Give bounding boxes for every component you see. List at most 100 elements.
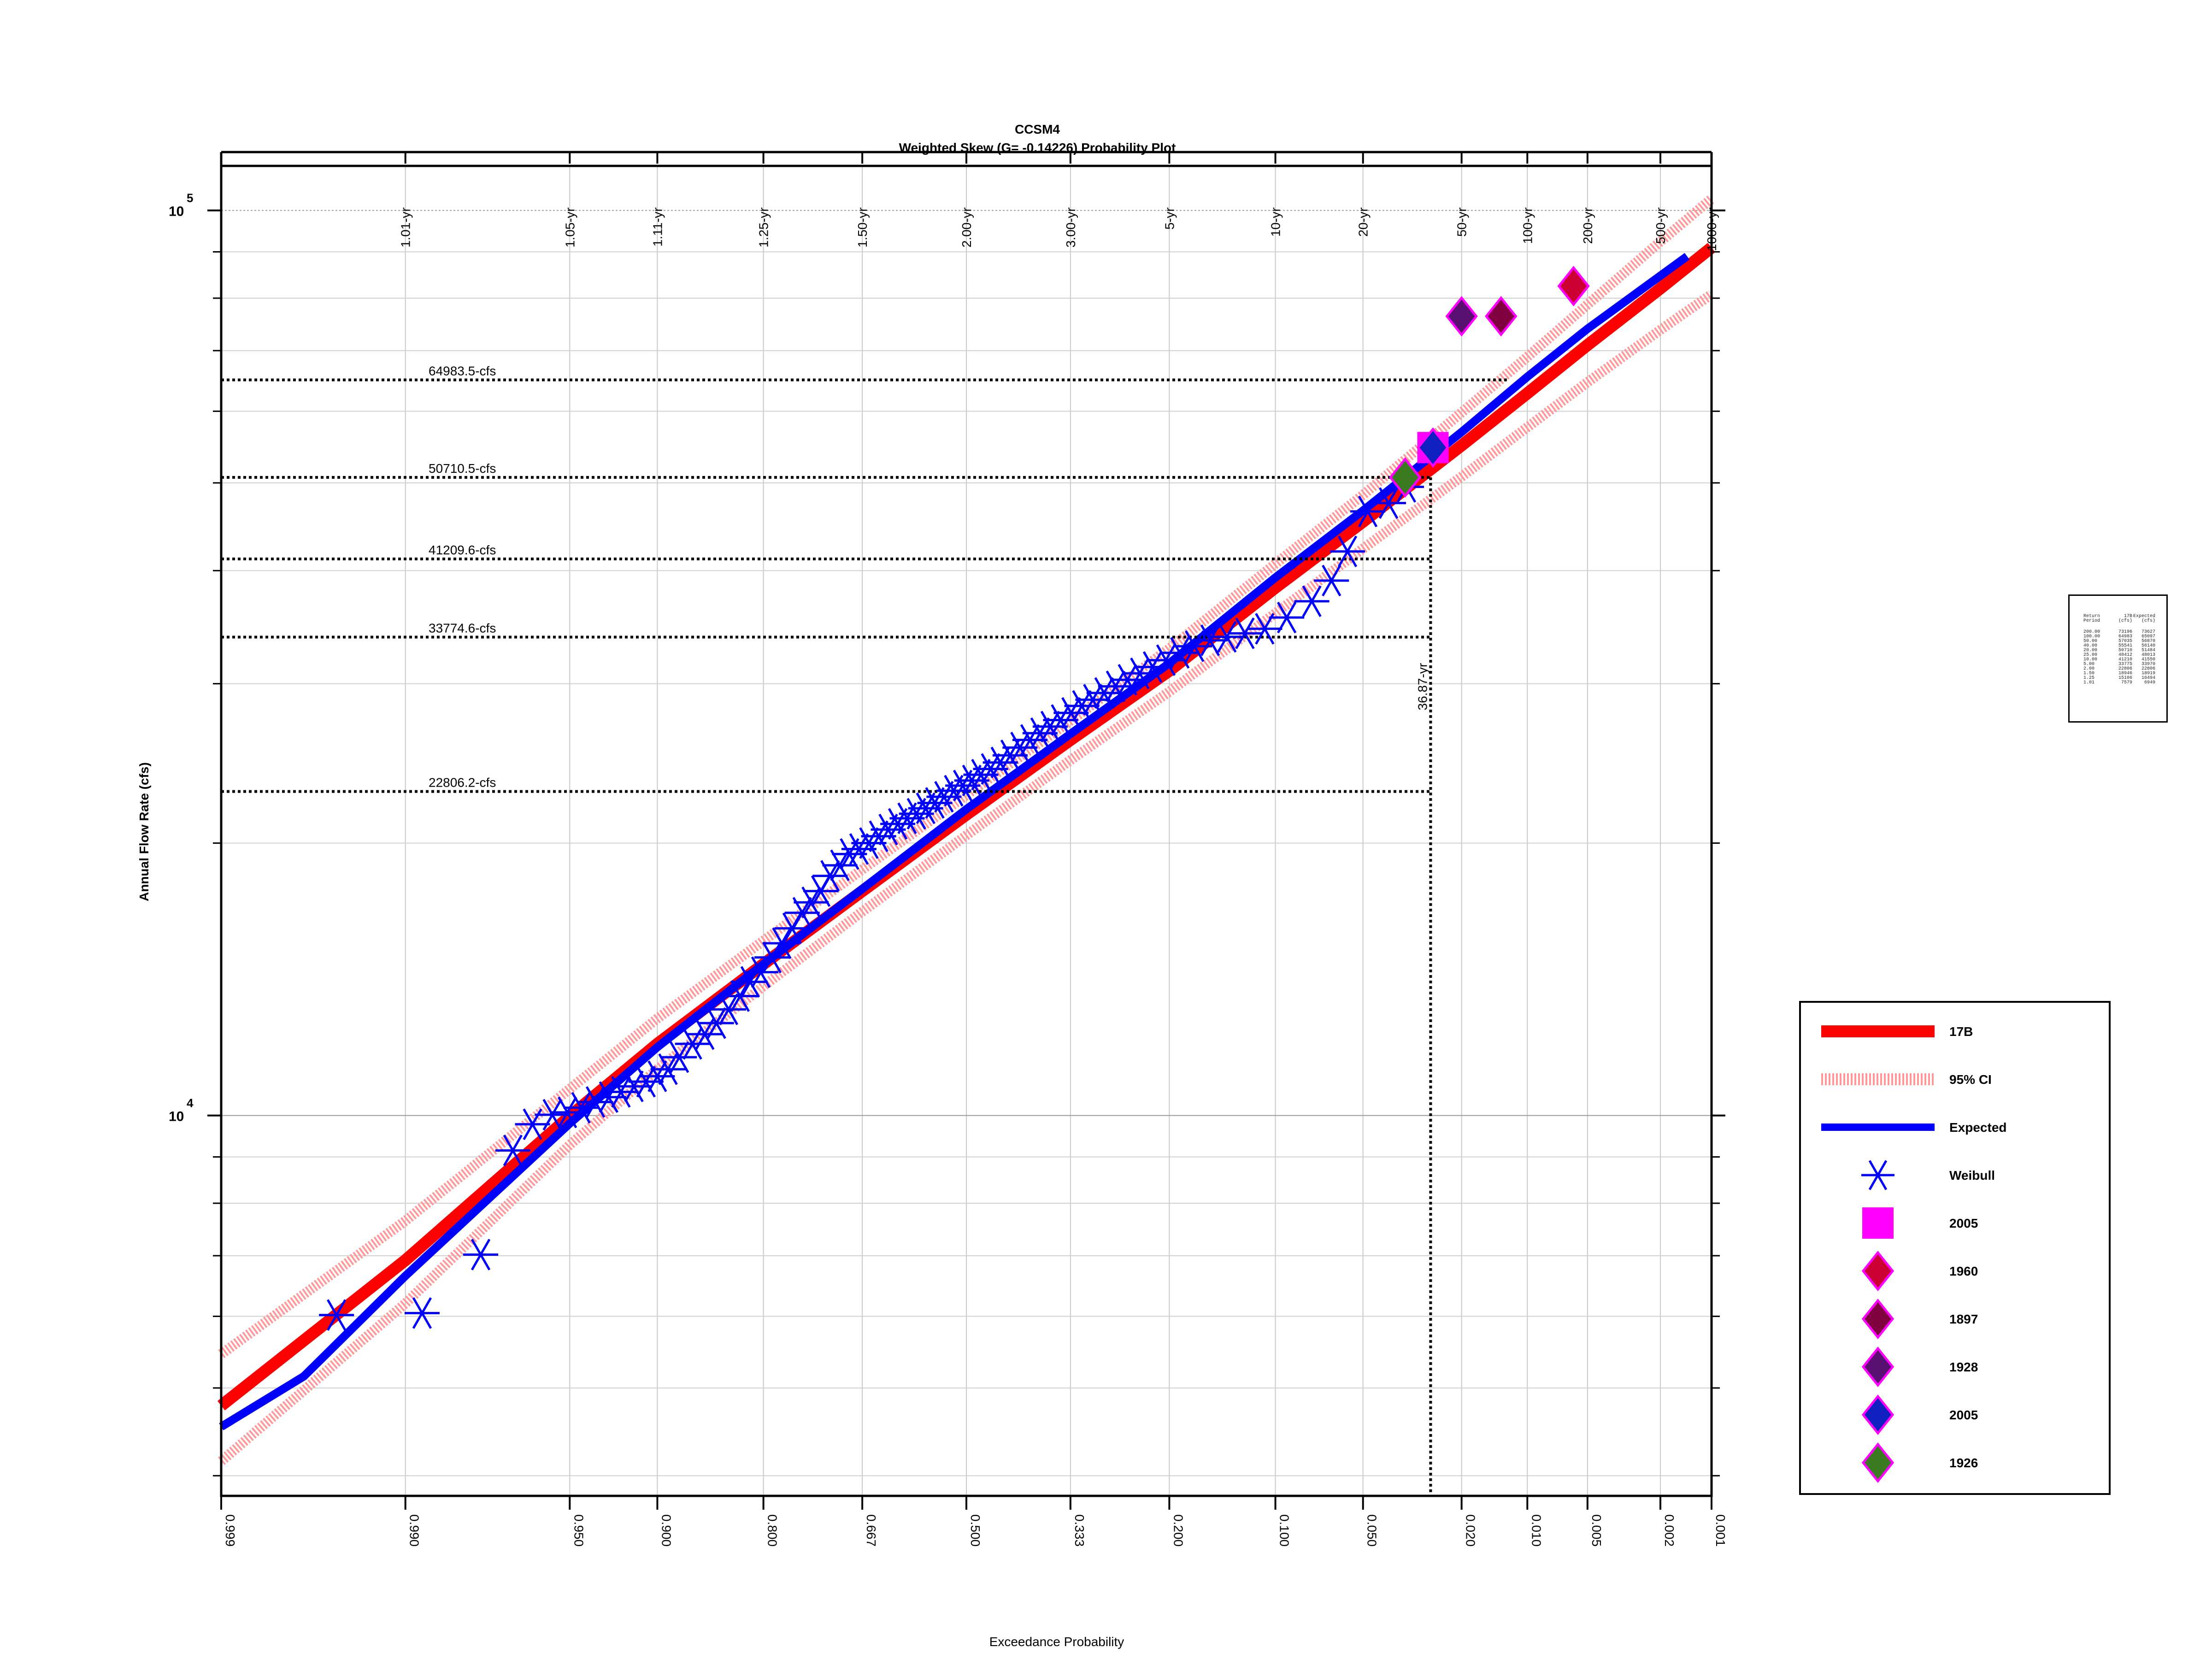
table-cell: 48412 <box>2118 653 2132 658</box>
x-tick-label: 0.990 <box>407 1514 422 1547</box>
x-axis-label: Exceedance Probability <box>989 1635 1124 1649</box>
table-cell: 5.00 <box>2083 662 2095 667</box>
weibull-point <box>1269 601 1305 634</box>
weibull-point <box>1075 684 1111 716</box>
weibull-point <box>628 1065 664 1098</box>
table-cell: 16494 <box>2141 676 2155 681</box>
table-cell: 7579 <box>2121 680 2132 685</box>
table-cell: 22806 <box>2141 666 2155 671</box>
weibull-point <box>1110 664 1145 696</box>
table-header: Return Period 17B (cfs) Expected (cfs) <box>2083 614 2161 624</box>
weibull-point <box>1371 487 1406 519</box>
weibull-point <box>1193 624 1228 656</box>
legend-swatch-square <box>1862 1207 1894 1239</box>
x-tick-label: 0.333 <box>1072 1514 1087 1547</box>
table-cell: 22806 <box>2118 666 2132 671</box>
weibull-point <box>616 1071 652 1102</box>
table-row: 40.00 55541 56140 <box>2083 644 2161 648</box>
weibull-point <box>754 941 790 973</box>
weibull-point <box>1064 690 1100 722</box>
table-cell: 56870 <box>2141 639 2155 644</box>
table-cell: 48013 <box>2141 653 2155 658</box>
weibull-point <box>711 994 746 1025</box>
weibull-point <box>591 1081 626 1113</box>
table-row: 200.00 73196 73627 <box>2083 630 2161 635</box>
grid-lines <box>221 166 1712 1496</box>
legend-swatch-diamond <box>1861 1346 1894 1388</box>
y-tick-label-exponent: 5 <box>187 191 193 205</box>
table-row: 25.00 48412 48013 <box>2083 653 2161 658</box>
table-cell: 200.00 <box>2083 629 2100 635</box>
return-period-label: 3.00-yr <box>1064 207 1078 247</box>
return-period-label: 500-yr <box>1653 207 1668 244</box>
table-cell: 40.00 <box>2083 643 2098 648</box>
x-tick-label: 0.500 <box>968 1514 982 1547</box>
return-period-label: 5-yr <box>1162 207 1177 229</box>
point-2005-diamond <box>1417 427 1449 468</box>
x-tick-label: 0.200 <box>1171 1514 1185 1547</box>
legend-label: Expected <box>1949 1120 2007 1135</box>
weibull-point <box>404 1297 440 1329</box>
return-period-label: 1000-yr <box>1705 207 1719 251</box>
return-period-label: 100-yr <box>1520 207 1535 244</box>
table-cell: 33775 <box>2118 662 2132 667</box>
reference-lines: 64983.5-cfs 50710.5-cfs 41209.6-cfs 33774.6… <box>221 364 1507 1496</box>
x-tick-label: 0.010 <box>1529 1514 1543 1547</box>
weibull-point <box>1122 657 1158 689</box>
table-cell: 20.00 <box>2083 648 2098 653</box>
return-period-label: 1.50-yr <box>855 207 870 247</box>
reference-line-label: 41209.6-cfs <box>429 543 496 557</box>
ci-band-line <box>218 195 1715 1359</box>
weibull-point <box>743 956 778 988</box>
return-period-label: 1.05-yr <box>563 207 577 247</box>
table-row: 1.25 15106 16494 <box>2083 676 2161 681</box>
weibull-point <box>1053 697 1089 729</box>
table-cell: 56140 <box>2141 643 2155 648</box>
weibull-point <box>319 1299 354 1331</box>
return-period-label: 1.11-yr <box>650 207 665 247</box>
weibull-point <box>699 1007 734 1039</box>
weibull-point <box>603 1076 639 1108</box>
axes: 0.999 0.990 0.950 0.900 0.800 0.667 0.500 0.333… <box>169 151 1728 1547</box>
table-row: 10.00 41210 41550 <box>2083 658 2161 662</box>
y-tick-label-exponent: 4 <box>187 1096 194 1110</box>
y-axis-label: Annual Flow Rate (cfs) <box>137 762 151 901</box>
weibull-point <box>764 927 800 959</box>
table-cell: 6949 <box>2144 680 2155 685</box>
table-cell: 25.00 <box>2083 653 2098 658</box>
legend-swatch-diamond <box>1861 1394 1894 1435</box>
table-row: 50.00 57035 56870 <box>2083 639 2161 644</box>
table-row: 1.50 18946 18919 <box>2083 671 2161 676</box>
vertical-reference-label: 36.87-yr <box>1415 663 1430 711</box>
point-1928-diamond <box>1445 296 1478 337</box>
weibull-point <box>1209 621 1245 653</box>
table-cell: 18946 <box>2118 671 2132 676</box>
table-row: 5.00 33775 33970 <box>2083 662 2161 667</box>
x-tick-label: 0.667 <box>864 1514 878 1547</box>
x-tick-label: 0.800 <box>765 1514 780 1547</box>
table-cell: 50.00 <box>2083 639 2098 644</box>
point-1926-diamond <box>1388 457 1422 498</box>
table-header-cell: Expected (cfs) <box>2133 614 2155 624</box>
weibull-point <box>1350 495 1385 528</box>
x-tick-label: 0.050 <box>1365 1514 1379 1547</box>
table-cell: 64983 <box>2118 634 2132 639</box>
legend-label: 2005 <box>1949 1408 1978 1422</box>
x-tick-label: 0.005 <box>1589 1514 1604 1547</box>
return-period-table: Return Period 17B (cfs) Expected (cfs) 200.… <box>2068 594 2168 723</box>
table-cell: 65097 <box>2141 634 2155 639</box>
table-header-cell: Return Period <box>2083 614 2100 624</box>
table-cell: 73627 <box>2141 629 2155 635</box>
table-cell: 10.00 <box>2083 657 2098 662</box>
point-1960-diamond <box>1557 265 1590 306</box>
legend-swatch-asterisk <box>1861 1160 1894 1190</box>
weibull-point <box>1227 618 1263 649</box>
x-tick-label: 0.100 <box>1277 1514 1292 1547</box>
reference-line-label: 33774.6-cfs <box>429 621 496 635</box>
weibull-point <box>1098 671 1133 702</box>
table-cell: 1.50 <box>2083 671 2095 676</box>
legend-label: 17B <box>1949 1024 1973 1039</box>
weibull-point <box>722 980 758 1012</box>
weibull-point <box>1135 651 1171 683</box>
